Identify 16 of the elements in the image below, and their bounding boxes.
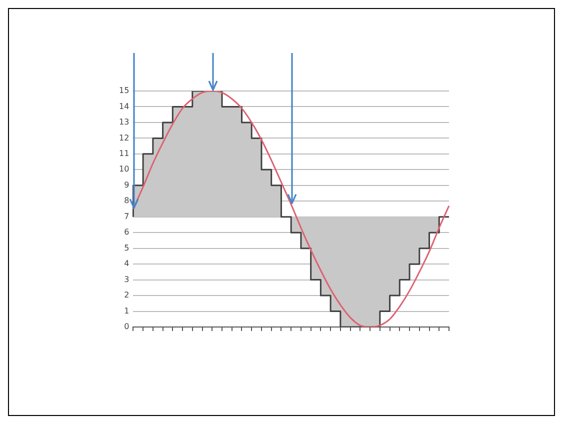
y-tick-label: 8 bbox=[124, 196, 130, 206]
y-tick-label: 4 bbox=[124, 259, 130, 268]
y-tick-label: 13 bbox=[118, 118, 130, 127]
y-tick-label: 12 bbox=[118, 133, 130, 142]
y-tick-label: 2 bbox=[124, 290, 130, 300]
y-tick-label: 7 bbox=[124, 212, 130, 221]
y-tick-label: 11 bbox=[118, 149, 130, 158]
y-tick-label: 5 bbox=[124, 243, 130, 252]
y-tick-label: 0 bbox=[124, 322, 130, 332]
y-tick-label: 9 bbox=[124, 180, 130, 190]
y-tick-label: 15 bbox=[118, 86, 130, 96]
y-tick-label: 14 bbox=[118, 102, 130, 111]
y-tick-label: 1 bbox=[124, 306, 130, 316]
y-tick-label: 10 bbox=[118, 164, 130, 174]
y-tick-label: 3 bbox=[124, 274, 130, 284]
y-tick-label: 6 bbox=[124, 228, 130, 237]
